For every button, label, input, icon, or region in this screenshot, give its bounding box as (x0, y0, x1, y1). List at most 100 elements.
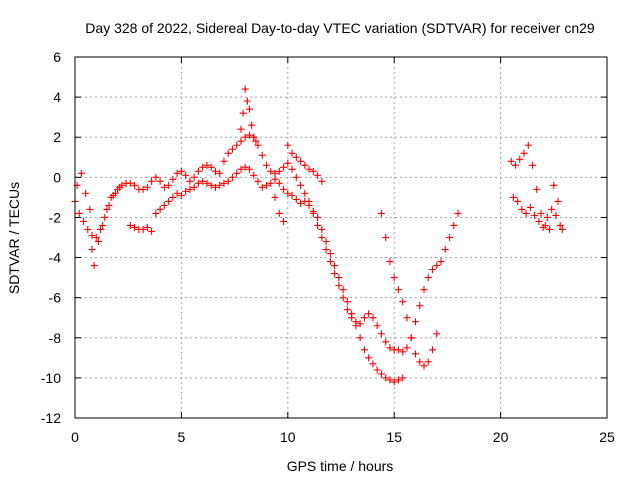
data-point (216, 169, 224, 177)
data-point (429, 266, 437, 274)
y-axis-label: SDTVAR / TECUs (6, 182, 22, 294)
data-point (514, 197, 522, 205)
data-point (288, 165, 296, 173)
data-point (529, 161, 537, 169)
data-point (301, 161, 309, 169)
data-point (228, 173, 236, 181)
data-point (107, 193, 115, 201)
data-point (271, 193, 279, 201)
data-point (156, 205, 164, 213)
data-point (203, 161, 211, 169)
data-point (152, 173, 160, 181)
data-point (394, 346, 402, 354)
data-point (322, 238, 330, 246)
data-point (543, 213, 551, 221)
data-point (220, 179, 228, 187)
data-point (552, 211, 560, 219)
data-point (322, 246, 330, 254)
data-point (186, 177, 194, 185)
data-point (250, 133, 258, 141)
data-point (429, 346, 437, 354)
x-tick-label: 0 (71, 429, 79, 445)
data-point (377, 209, 385, 217)
data-point (301, 197, 309, 205)
data-point (314, 171, 322, 179)
data-point (237, 137, 245, 145)
data-point (411, 318, 419, 326)
y-tick-label: 2 (53, 129, 61, 145)
data-point (203, 179, 211, 187)
data-point (382, 338, 390, 346)
x-tick-label: 10 (280, 429, 296, 445)
data-point (524, 141, 532, 149)
data-point (220, 157, 228, 165)
y-tick-label: -12 (41, 410, 61, 426)
data-point (454, 209, 462, 217)
data-point (182, 187, 190, 195)
data-point (241, 163, 249, 171)
data-point (433, 330, 441, 338)
data-point (403, 344, 411, 352)
data-point (331, 270, 339, 278)
data-point (284, 141, 292, 149)
data-point (437, 258, 445, 266)
series-track-f (237, 85, 326, 225)
data-point (394, 376, 402, 384)
data-point (237, 125, 245, 133)
data-point (88, 246, 96, 254)
data-point (126, 179, 134, 187)
data-point (131, 223, 139, 231)
data-point (377, 370, 385, 378)
data-point (356, 334, 364, 342)
data-point (420, 286, 428, 294)
data-point (199, 163, 207, 171)
data-points (71, 85, 566, 386)
data-point (169, 175, 177, 183)
data-point (518, 205, 526, 213)
data-point (554, 197, 562, 205)
data-point (292, 173, 300, 181)
data-point (318, 177, 326, 185)
data-point (239, 109, 247, 117)
data-point (99, 221, 107, 229)
data-point (139, 225, 147, 233)
data-point (194, 167, 202, 175)
data-point (88, 231, 96, 239)
data-point (160, 183, 168, 191)
data-point (399, 298, 407, 306)
data-point (377, 330, 385, 338)
data-point (360, 346, 368, 354)
data-point (152, 209, 160, 217)
data-point (411, 350, 419, 358)
y-tick-label: -10 (41, 370, 61, 386)
data-point (173, 169, 181, 177)
data-point (248, 121, 256, 129)
data-point (280, 163, 288, 171)
series-track-g (73, 169, 124, 270)
data-point (275, 167, 283, 175)
data-point (111, 189, 119, 197)
data-point (365, 310, 373, 318)
data-point (556, 221, 564, 229)
x-tick-label: 20 (493, 429, 509, 445)
data-point (224, 149, 232, 157)
data-point (394, 286, 402, 294)
data-point (207, 163, 215, 171)
data-point (511, 161, 519, 169)
data-point (165, 197, 173, 205)
series-track-c (377, 209, 441, 370)
data-point (416, 358, 424, 366)
data-point (335, 274, 343, 282)
data-point (535, 217, 543, 225)
data-point (105, 201, 113, 209)
data-point (177, 167, 185, 175)
data-point (365, 354, 373, 362)
data-point (271, 175, 279, 183)
data-point (263, 161, 271, 169)
data-point (169, 193, 177, 201)
data-point (441, 246, 449, 254)
data-point (275, 209, 283, 217)
data-point (339, 294, 347, 302)
data-point (126, 221, 134, 229)
